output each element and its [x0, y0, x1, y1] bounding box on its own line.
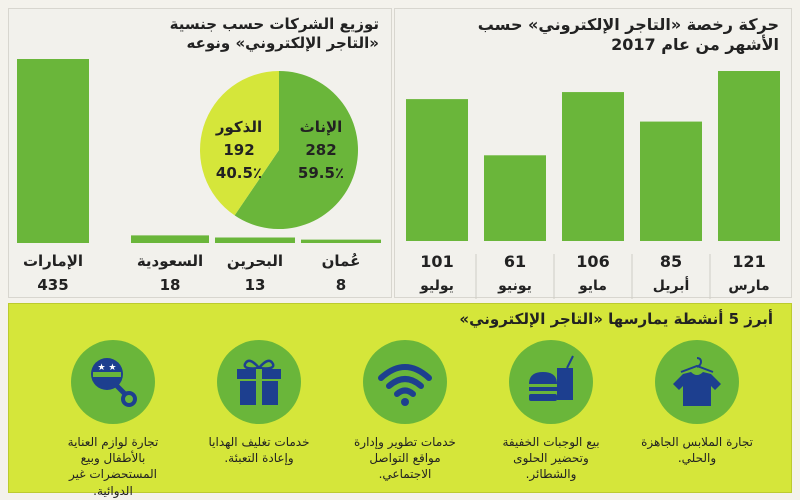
monthly-bar [484, 155, 546, 241]
pie-percent-female: 59.5٪ [298, 164, 344, 182]
activity-baby-line-2: بالأطفال وبيع [80, 451, 146, 466]
monthly-category-label: أبريل [653, 276, 690, 294]
activity-baby-line-1: تجارة لوازم العناية [67, 435, 159, 449]
activity-snacks-line-3: والشطائر. [525, 467, 577, 482]
nationality-chart-title: توزيع الشركات حسب جنسية «التاجر الإلكترو… [169, 15, 379, 52]
baby-rattle-icon: ★ ★ [71, 340, 155, 424]
monthly-value-label: 121 [732, 252, 765, 271]
nationality-bar [215, 237, 295, 243]
pie-label-female: الإناث [300, 118, 343, 136]
monthly-bar-chart: 121 مارس 85 أبريل 106 مايو 61 يونيو 101 يوليو [406, 71, 780, 299]
monthly-category-label: يونيو [497, 278, 532, 294]
nationality-bar [17, 59, 89, 243]
wifi-icon [363, 340, 447, 424]
pie-value-female: 282 [305, 141, 336, 159]
monthly-chart-title: حركة رخصة «التاجر الإلكتروني» حسب الأشهر… [477, 15, 779, 54]
activity-social-line-1: خدمات تطوير وإدارة [354, 435, 456, 449]
activities-panel: أبرز 5 أنشطة يمارسها «التاجر الإلكتروني»… [8, 303, 792, 498]
nationality-value-label: 8 [336, 276, 346, 294]
pie-slice-male [199, 70, 279, 216]
gift-icon [217, 340, 301, 424]
pie-label-male: الذكور [215, 118, 262, 136]
nationality-bar-chart: الإمارات 435 السعودية 18 البحرين 13 عُمان 8 الإن… [17, 59, 381, 294]
activity-clothing: تجارة الملابس الجاهزة والحلي. [633, 340, 761, 466]
pie-value-male: 192 [223, 141, 254, 159]
activity-clothing-line-1: تجارة الملابس الجاهزة [641, 435, 753, 449]
monthly-bar [406, 99, 468, 241]
activities-title: أبرز 5 أنشطة يمارسها «التاجر الإلكتروني» [459, 310, 773, 328]
activity-social-line-3: الاجتماعي. [378, 467, 432, 482]
monthly-value-label: 61 [504, 252, 526, 271]
activity-snacks: بيع الوجبات الخفيفة وتحضير الحلوى والشطا… [487, 340, 615, 483]
nationality-category-label: الإمارات [23, 252, 83, 270]
activity-gift-line-1: خدمات تغليف الهدايا [208, 435, 310, 449]
pie-percent-male: 40.5٪ [216, 164, 262, 182]
monthly-category-label: يوليو [419, 278, 454, 294]
nationality-category-label: عُمان [322, 252, 361, 270]
activity-snacks-line-1: بيع الوجبات الخفيفة [502, 435, 600, 449]
activity-gift-line-2: وإعادة التعبئة. [224, 451, 294, 466]
monthly-bar [562, 92, 624, 242]
monthly-value-label: 101 [420, 252, 453, 271]
activity-social-media: خدمات تطوير وإدارة مواقع التواصل الاجتما… [341, 340, 469, 483]
nationality-value-label: 13 [245, 276, 266, 294]
pie-slice-female [234, 71, 358, 229]
activity-clothing-line-2: والحلي. [677, 451, 717, 466]
monthly-category-label: مارس [728, 278, 769, 294]
nationality-bar [131, 235, 209, 243]
monthly-value-label: 85 [660, 252, 682, 271]
fastfood-icon [509, 340, 593, 424]
activity-baby-care: ★ ★ تجارة لوازم العناية بالأطفال وبيع ال… [49, 340, 177, 499]
monthly-category-label: مايو [578, 278, 607, 294]
monthly-panel: حركة رخصة «التاجر الإلكتروني» حسب الأشهر… [394, 8, 792, 299]
activity-snacks-line-2: وتحضير الحلوى [513, 451, 589, 466]
monthly-bar [640, 121, 702, 241]
nationality-value-label: 18 [160, 276, 181, 294]
svg-text:★ ★: ★ ★ [98, 363, 117, 373]
nationality-bar [301, 239, 381, 243]
activity-gift-wrapping: خدمات تغليف الهدايا وإعادة التعبئة. [195, 340, 323, 466]
shirt-icon [655, 340, 739, 424]
nationality-category-label: البحرين [227, 252, 283, 270]
nationality-category-label: السعودية [137, 252, 203, 270]
activity-social-line-2: مواقع التواصل [369, 451, 441, 466]
nationality-value-label: 435 [37, 276, 68, 294]
activity-baby-line-3: المستحضرات غير الدوائية. [69, 467, 157, 498]
monthly-bar [718, 71, 780, 241]
monthly-value-label: 106 [576, 252, 609, 271]
nationality-panel: توزيع الشركات حسب جنسية «التاجر الإلكترو… [8, 8, 392, 298]
